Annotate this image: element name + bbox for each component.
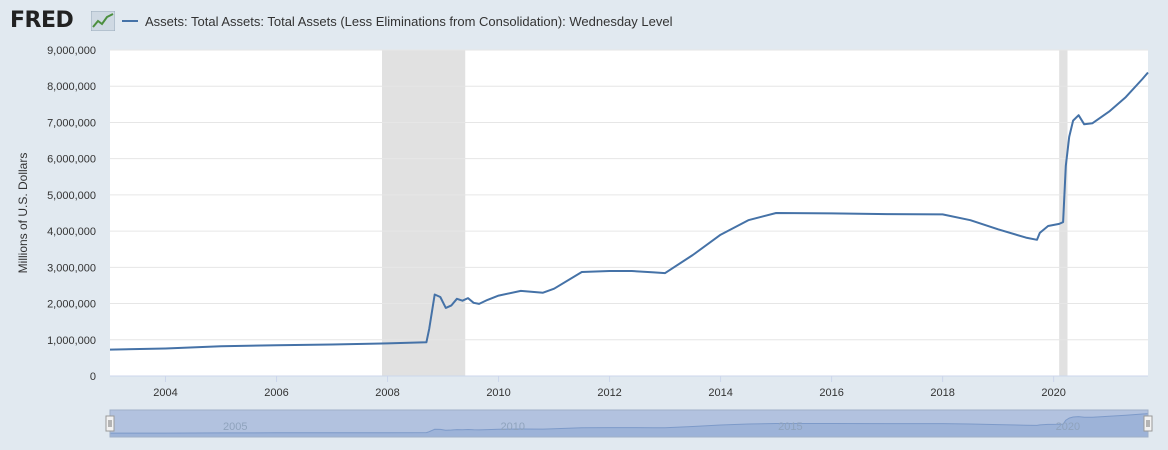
y-tick-label: 6,000,000 xyxy=(47,154,96,166)
plot-area xyxy=(110,50,1148,376)
x-tick-label: 2014 xyxy=(708,387,732,399)
navigator-label: 2010 xyxy=(501,421,525,433)
navigator[interactable]: 2005 2010 2015 2020 xyxy=(105,409,1153,438)
navigator-label: 2015 xyxy=(778,421,802,433)
y-tick-label: 2,000,000 xyxy=(47,299,96,311)
y-axis-label: Millions of U.S. Dollars xyxy=(16,153,30,274)
grid-lines xyxy=(110,49,1148,377)
legend-label: Assets: Total Assets: Total Assets (Less… xyxy=(145,13,673,29)
x-axis-ticks: 2004 2006 2008 2010 2012 2014 2016 2018 2020 xyxy=(153,376,1066,399)
x-tick-label: 2010 xyxy=(486,387,510,399)
y-tick-label: 5,000,000 xyxy=(47,190,96,202)
navigator-label: 2020 xyxy=(1056,421,1080,433)
x-tick-label: 2004 xyxy=(153,387,177,399)
y-tick-label: 9,000,000 xyxy=(47,45,96,57)
navigator-right-handle[interactable] xyxy=(1143,415,1153,432)
navigator-labels: 2005 2010 2015 2020 xyxy=(223,421,1080,433)
y-axis-ticks: 0 1,000,000 2,000,000 3,000,000 4,000,000 5,0… xyxy=(47,45,96,383)
series-lines xyxy=(109,71,1149,351)
x-tick-label: 2012 xyxy=(597,387,621,399)
navigator-label: 2005 xyxy=(223,421,247,433)
x-tick-label: 2016 xyxy=(819,387,843,399)
legend: Assets: Total Assets: Total Assets (Less… xyxy=(122,12,672,30)
recession-band-0 xyxy=(381,50,466,376)
legend-swatch xyxy=(122,20,138,22)
series-line-0 xyxy=(109,71,1149,351)
y-tick-label: 0 xyxy=(90,371,96,383)
x-tick-label: 2020 xyxy=(1041,387,1065,399)
fred-logo[interactable]: FRED xyxy=(10,8,74,33)
y-tick-label: 4,000,000 xyxy=(47,226,96,238)
x-tick-label: 2008 xyxy=(375,387,399,399)
y-tick-label: 1,000,000 xyxy=(47,335,96,347)
y-tick-label: 3,000,000 xyxy=(47,262,96,274)
x-tick-label: 2018 xyxy=(930,387,954,399)
y-tick-label: 7,000,000 xyxy=(47,117,96,129)
y-tick-label: 8,000,000 xyxy=(47,81,96,93)
fred-logo-chart-icon xyxy=(91,11,115,31)
navigator-selection[interactable] xyxy=(109,409,1149,438)
navigator-left-handle[interactable] xyxy=(105,415,115,432)
x-tick-label: 2006 xyxy=(264,387,288,399)
chart-header: FRED Assets: Total Assets: Total Assets … xyxy=(0,0,1168,44)
